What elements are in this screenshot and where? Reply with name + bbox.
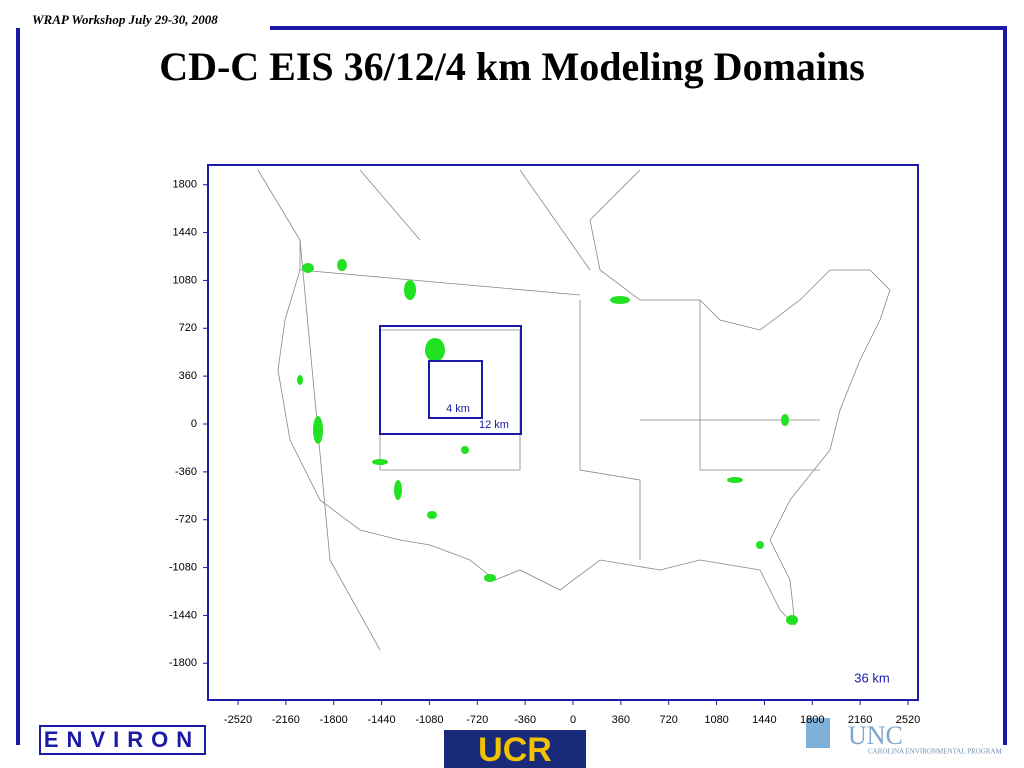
y-tick-label: 1080 [173,274,197,286]
domain-4km-box [428,360,483,419]
y-tick-label: 1800 [173,179,197,191]
workshop-note: WRAP Workshop July 29-30, 2008 [32,12,218,27]
y-tick-label: 360 [179,370,197,382]
y-tick-label: 720 [179,322,197,334]
logo-icon [806,718,830,748]
x-tick-label: -1440 [368,714,396,726]
domain-label: 12 km [479,419,509,431]
y-tick-label: -1440 [169,609,197,621]
y-tick-label: -720 [175,514,197,526]
logo-environ: ENVIRON [44,727,200,752]
x-tick-label: 2520 [896,714,920,726]
logo-unc: UNC [848,721,903,750]
x-tick-label: -2520 [224,714,252,726]
y-tick-label: -1800 [169,657,197,669]
x-tick-label: -1080 [415,714,443,726]
domain-label: 36 km [854,670,889,685]
x-tick-label: 0 [570,714,576,726]
x-tick-label: -2160 [272,714,300,726]
x-tick-label: -360 [514,714,536,726]
x-tick-label: 1440 [752,714,776,726]
x-tick-label: -720 [466,714,488,726]
basemap [257,169,891,651]
logo-ucr: UCR [478,731,552,768]
x-tick-label: 2160 [848,714,872,726]
y-tick-label: -360 [175,466,197,478]
source-areas [297,259,798,625]
x-tick-label: 360 [612,714,630,726]
domain-12km-box [379,325,522,435]
y-tick-label: -1080 [169,561,197,573]
frame-line [270,26,1007,745]
x-tick-label: 1800 [800,714,824,726]
x-tick-label: 720 [660,714,678,726]
slide-title: CD-C EIS 36/12/4 km Modeling Domains [159,44,865,89]
y-tick-label: 1440 [173,226,197,238]
domain-36km-frame [207,164,919,701]
logo-box [444,730,586,768]
x-tick-label: -1800 [320,714,348,726]
y-tick-label: 0 [191,418,197,430]
domain-label: 4 km [446,403,470,415]
logo-unc-sub: CAROLINA ENVIRONMENTAL PROGRAM [868,748,1003,756]
logo-box [39,725,206,755]
x-tick-label: 1080 [704,714,728,726]
